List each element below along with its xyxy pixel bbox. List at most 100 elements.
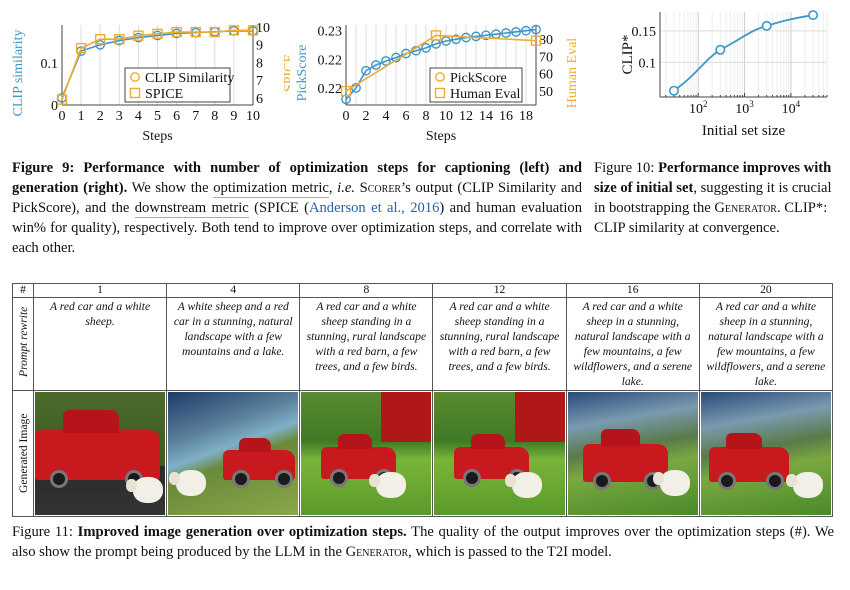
barn	[514, 392, 565, 442]
x-axis-label: Steps	[426, 129, 456, 144]
data-point	[152, 28, 163, 40]
x-tick-label: 3	[116, 109, 123, 124]
downstream-metric-underlined: downstream metric	[134, 200, 249, 218]
car-wheel	[330, 469, 349, 487]
y-right-tick-label: 7	[256, 74, 263, 89]
generated-image	[168, 392, 299, 515]
x-tick-label: 8	[211, 109, 218, 124]
caption-title: Performance improves with size of initia…	[594, 160, 832, 196]
caption-text: The quality of the output improves over …	[12, 524, 834, 560]
figure-label: Figure 10:	[594, 160, 659, 176]
caption-title: Performance with number of optimization …	[12, 160, 582, 196]
series-line-pickscore	[345, 28, 537, 100]
x-axis-label: Steps	[142, 129, 172, 144]
data-point	[94, 34, 106, 45]
figure-label: Figure 9:	[12, 160, 84, 176]
prompt-evolution-table: #1 4 8 12 16 20 Prompt rewrite A red car and a…	[12, 283, 834, 517]
caption-text: (SPICE (	[248, 200, 309, 216]
figure-9-caption: Figure 9: Performance with number of opt…	[12, 158, 582, 258]
car-wheel	[274, 470, 293, 488]
car-wheel	[766, 472, 785, 490]
y-right-axis-label: SPICE	[282, 54, 290, 92]
table-header-row: #1 4 8 12 16 20	[12, 283, 834, 298]
y-right-tick-label: 50	[539, 85, 553, 100]
generated-image	[700, 392, 831, 515]
step-header: 8	[299, 283, 434, 298]
generated-image	[567, 392, 698, 515]
figure-11-caption: Figure 11: Improved image generation ove…	[12, 522, 834, 562]
generated-image	[301, 392, 432, 515]
data-point	[451, 34, 461, 45]
series-line-clip	[673, 14, 814, 92]
y-tick-label: 0.22	[318, 53, 343, 68]
x-tick-label: 10	[439, 109, 453, 124]
data-point	[133, 30, 144, 41]
x-tick-label: 7	[192, 109, 199, 124]
data-point	[511, 26, 521, 37]
x-tick-label: 2	[363, 109, 370, 124]
data-point	[441, 36, 451, 46]
data-point	[430, 30, 442, 41]
scorer-name: Scorer	[359, 180, 402, 196]
step-header: 1	[32, 283, 168, 298]
data-point	[361, 65, 371, 76]
data-point	[668, 85, 679, 96]
series-line-human-eval	[345, 34, 537, 92]
legend-label: Human Eval	[450, 87, 520, 102]
x-tick-label: 6	[173, 109, 180, 124]
x-tick-label: 104	[782, 99, 801, 117]
generated-image-cell	[698, 390, 834, 517]
generated-image-cell	[565, 390, 700, 517]
caption-text: . CLIP*: CLIP similarity at convergence.	[594, 200, 828, 236]
prompt-cell: A red car and a white sheep.	[32, 297, 168, 391]
x-tick-label: 8	[423, 109, 430, 124]
step-header: #	[12, 283, 34, 298]
citation-link[interactable]: Anderson et al., 2016	[308, 200, 440, 216]
caption-text: i.e.	[337, 180, 356, 196]
car-wheel	[231, 470, 250, 488]
data-point	[481, 30, 491, 41]
legend-marker	[435, 72, 445, 82]
data-point	[340, 85, 352, 97]
data-point	[521, 25, 531, 36]
car-wheel	[592, 472, 611, 490]
barn	[381, 392, 432, 442]
car-wheel	[463, 469, 482, 487]
white-sheep	[169, 470, 207, 496]
legend-marker	[434, 87, 446, 99]
step-header: 12	[432, 283, 567, 298]
data-point	[75, 42, 87, 54]
data-point	[56, 94, 68, 105]
generated-image	[434, 392, 565, 515]
x-tick-label: 2	[97, 109, 104, 124]
prompt-cell: A red car and a white sheep in a stunnin…	[565, 297, 700, 391]
white-sheep	[652, 470, 690, 496]
legend-marker	[129, 87, 141, 99]
x-axis-label: Initial set size	[702, 123, 786, 139]
x-tick-label: 18	[519, 109, 533, 124]
generator-name: Generator	[714, 200, 777, 216]
prompt-cell: A red car and a white sheep standing in …	[299, 297, 434, 391]
generated-image-cell	[299, 390, 434, 517]
y-axis-label: PickScore	[295, 45, 310, 102]
white-sheep	[126, 477, 163, 503]
data-point	[530, 35, 542, 46]
y-right-axis-label: Human Eval	[565, 38, 580, 108]
white-sheep	[505, 472, 543, 498]
prompt-cell: A red car and a white sheep in a stunnin…	[698, 297, 834, 391]
data-point	[531, 24, 541, 35]
data-point	[401, 48, 411, 59]
prompt-row: Prompt rewrite A red car and a white shee…	[12, 297, 834, 391]
y-tick-label: 0.1	[41, 57, 59, 72]
car-wheel	[50, 470, 68, 488]
caption-title: Improved image generation over optimizat…	[77, 524, 407, 540]
y-right-tick-label: 9	[256, 39, 263, 54]
caption-text: We show the	[127, 180, 214, 196]
generated-image-cell	[166, 390, 301, 517]
legend-label: PickScore	[450, 71, 507, 86]
legend-box	[124, 67, 231, 103]
y-right-tick-label: 80	[539, 33, 553, 48]
y-right-tick-label: 8	[256, 56, 263, 71]
row-label-image: Generated Image	[16, 413, 30, 493]
